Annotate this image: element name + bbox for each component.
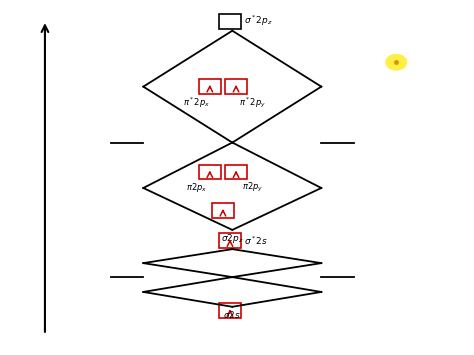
Bar bbox=[225, 79, 247, 94]
Text: $\pi^*2p_y$: $\pi^*2p_y$ bbox=[239, 95, 266, 110]
Bar bbox=[219, 233, 241, 248]
Bar bbox=[219, 303, 241, 318]
Bar bbox=[199, 79, 221, 94]
Text: $\pi 2p_y$: $\pi 2p_y$ bbox=[242, 181, 264, 194]
Text: $\pi^*2p_x$: $\pi^*2p_x$ bbox=[182, 95, 210, 110]
Text: $\pi 2p_x$: $\pi 2p_x$ bbox=[186, 181, 207, 194]
Bar bbox=[199, 165, 221, 179]
Bar bbox=[219, 14, 241, 29]
Text: $\sigma^*2s$: $\sigma^*2s$ bbox=[244, 234, 268, 247]
Text: $\sigma 2p_z$: $\sigma 2p_z$ bbox=[221, 232, 244, 245]
Bar bbox=[212, 203, 234, 218]
Circle shape bbox=[386, 55, 407, 70]
Text: $\sigma^*2p_z$: $\sigma^*2p_z$ bbox=[244, 14, 273, 28]
Bar bbox=[225, 165, 247, 179]
Text: $\sigma 2s$: $\sigma 2s$ bbox=[223, 308, 241, 320]
